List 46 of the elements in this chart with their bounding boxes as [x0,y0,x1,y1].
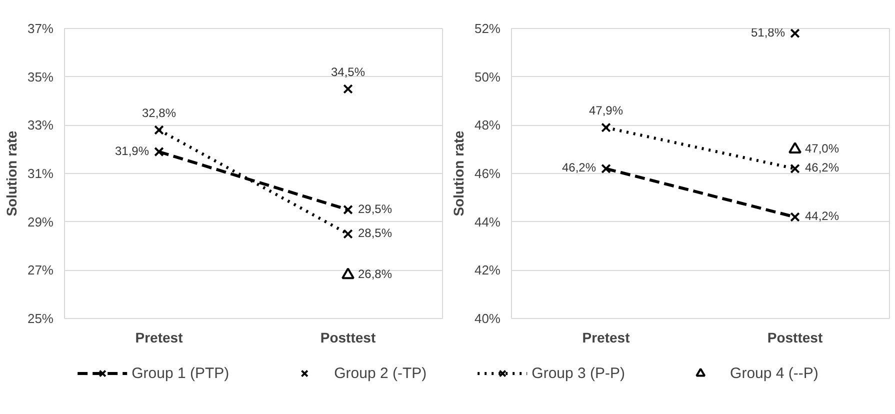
point [790,164,800,174]
x-tick-label: Pretest [135,330,184,346]
data-label: 44,2% [805,209,840,223]
point [601,164,611,174]
point [154,146,164,157]
legend-label: Group 2 (-TP) [334,364,427,382]
data-label: 29,5% [358,202,392,216]
y-axis-title: Solution rate [450,130,466,216]
y-tick-label: 27% [27,262,54,278]
data-label: 34,5% [330,64,366,79]
data-label: 26,8% [358,267,392,281]
data-label: 28,5% [358,226,392,240]
y-tick-label: 42% [474,262,501,278]
y-tick-label: 31% [27,166,54,181]
point [343,229,353,239]
y-tick-label: 25% [27,311,54,326]
legend-label: Group 3 (P-P) [532,364,626,382]
x-tick-label: Posttest [320,330,376,346]
y-tick-label: 52% [474,21,501,36]
y-tick-label: 37% [27,21,54,36]
x-tick-label: Posttest [767,330,823,346]
y-axis-title: Solution rate [3,130,20,216]
data-label: 47,9% [588,104,624,118]
point [790,212,800,222]
point [343,204,353,215]
data-label: 32,8% [142,106,176,120]
point [601,122,611,132]
y-tick-label: 48% [474,118,501,133]
data-label: 46,2% [562,160,596,175]
legend-label: Group 1 (PTP) [132,364,230,382]
point [154,125,164,135]
y-tick-label: 33% [27,118,54,133]
legend-label: Group 4 (--P) [730,364,818,382]
point [790,28,800,38]
y-tick-label: 29% [27,214,54,230]
x-tick-label: Pretest [582,330,630,346]
point [343,84,353,94]
data-label: 47,0% [805,141,840,156]
point [342,268,354,280]
y-tick-label: 35% [27,69,54,84]
y-tick-label: 50% [474,69,501,84]
y-tick-label: 40% [474,311,501,326]
y-tick-label: 44% [474,214,501,230]
y-tick-label: 46% [474,166,501,181]
data-label: 31,9% [114,144,150,158]
data-label: 46,2% [805,160,840,175]
